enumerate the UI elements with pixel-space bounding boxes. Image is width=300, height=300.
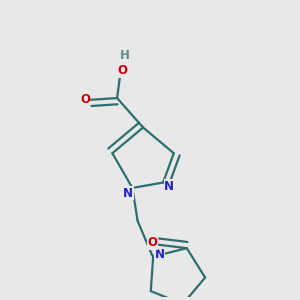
Text: O: O — [117, 64, 127, 77]
Text: O: O — [147, 236, 157, 250]
Text: N: N — [123, 187, 133, 200]
Text: O: O — [80, 93, 90, 106]
Text: N: N — [154, 248, 164, 261]
Text: N: N — [164, 179, 174, 193]
Text: H: H — [120, 49, 130, 62]
